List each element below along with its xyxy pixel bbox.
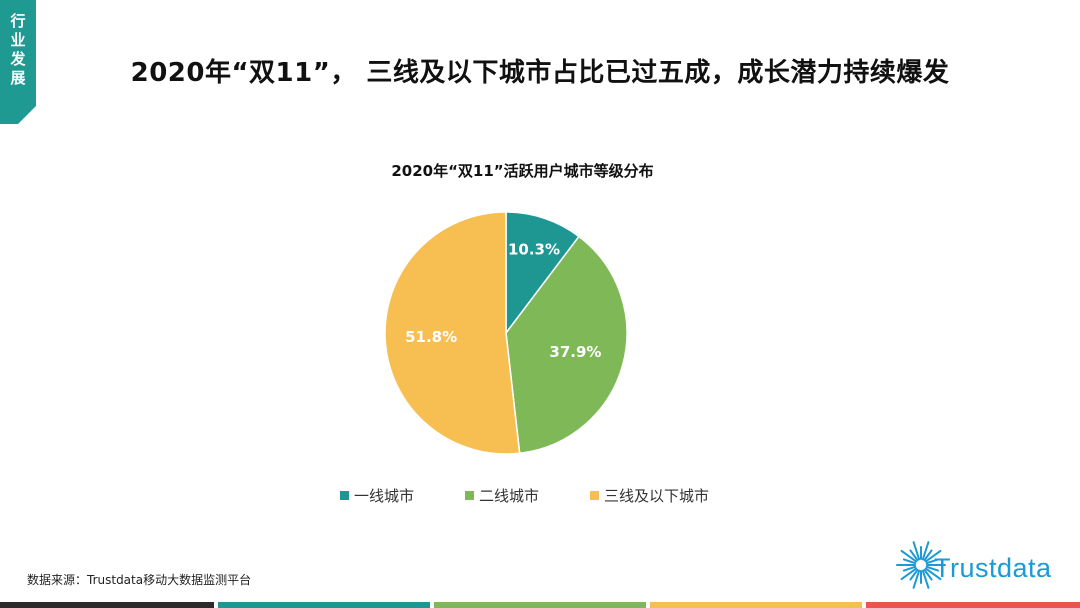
footer-bar [0, 602, 214, 608]
legend-swatch [340, 491, 349, 500]
trustdata-logo-icon [896, 541, 946, 589]
pie-data-label: 51.8% [405, 328, 457, 346]
chart-title: 2020年“双11”活跃用户城市等级分布 [391, 162, 654, 180]
legend-swatch [590, 491, 599, 500]
legend-swatch [465, 491, 474, 500]
legend-label: 三线及以下城市 [604, 487, 710, 505]
section-tab: 行业发展 [0, 0, 36, 124]
footer-color-bars [0, 602, 1080, 608]
legend-item-tier1: 一线城市 [340, 485, 414, 506]
pie-slice-tier2 [505, 235, 628, 455]
legend-item-tier3: 三线及以下城市 [590, 485, 709, 506]
footer-bar [218, 602, 430, 608]
pie-data-label: 37.9% [549, 343, 601, 361]
page-title: 2020年“双11”， 三线及以下城市占比已过五成，成长潜力持续爆发 [130, 58, 950, 88]
chart-legend: 一线城市 二线城市 三线及以下城市 [0, 485, 1080, 507]
footer-bar [650, 602, 862, 608]
footer-bar [434, 602, 646, 608]
legend-label: 一线城市 [354, 487, 415, 505]
pie-slice-tier1 [505, 211, 581, 336]
section-tab-label: 行业发展 [10, 12, 26, 87]
data-source-note: 数据来源：Trustdata移动大数据监测平台 [27, 573, 252, 587]
footer-bar [866, 602, 1080, 608]
logo-text: Trustdata [934, 553, 1052, 583]
legend-item-tier2: 二线城市 [465, 485, 539, 506]
pie-data-label: 10.3% [508, 241, 560, 259]
legend-label: 二线城市 [479, 487, 540, 505]
pie-slice-tier3 [384, 211, 521, 455]
section-tab-shape [0, 0, 36, 124]
